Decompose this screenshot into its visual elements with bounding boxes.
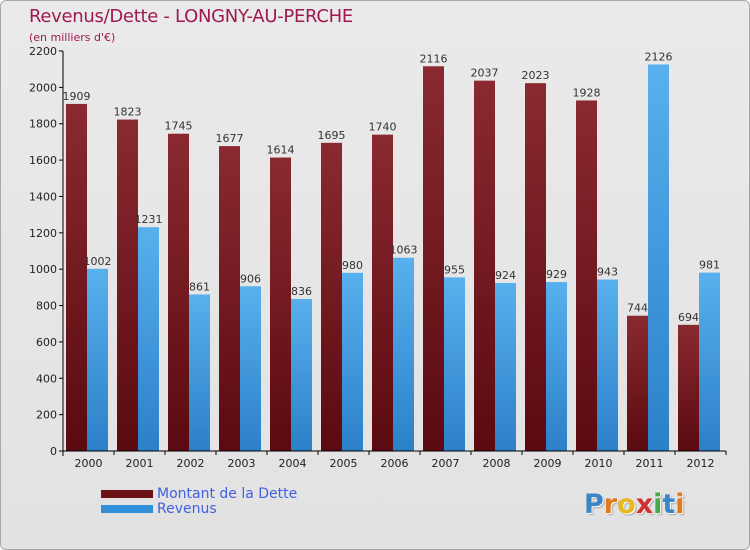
data-label-revenus: 836 — [291, 285, 312, 298]
data-label-dette: 694 — [678, 311, 699, 324]
bar-dette — [525, 83, 546, 451]
data-label-dette: 1740 — [369, 121, 397, 134]
x-tick-label: 2011 — [636, 457, 664, 470]
data-label-dette: 1745 — [165, 120, 193, 133]
data-label-dette: 2023 — [522, 69, 550, 82]
data-label-dette: 1695 — [318, 129, 346, 142]
data-label-revenus: 955 — [444, 263, 465, 276]
y-tick-label: 600 — [36, 336, 57, 349]
legend-swatch-dette — [101, 490, 153, 498]
data-label-dette: 1823 — [114, 106, 142, 119]
x-axis: 2000 2001 2002 2003 2004 2005 2006 2007 2008 2009… — [63, 450, 727, 470]
logo-letter: t — [662, 489, 676, 520]
data-label-revenus: 1002 — [84, 255, 112, 268]
x-tick-label: 2007 — [432, 457, 460, 470]
data-label-dette: 2116 — [420, 52, 448, 65]
y-axis: 0 200 400 600 800 1000 1200 1400 1600 1800 2000 220… — [29, 45, 64, 458]
bar-revenus — [648, 64, 669, 452]
y-tick-label: 2200 — [29, 45, 57, 58]
y-tick-label: 0 — [50, 445, 57, 458]
bar-dette — [627, 315, 648, 451]
bar-revenus — [393, 257, 414, 451]
legend-label-dette: Montant de la Dette — [157, 486, 298, 502]
y-tick-label: 1000 — [29, 263, 57, 276]
x-tick-label: 2002 — [177, 457, 205, 470]
data-label-revenus: 1063 — [390, 244, 418, 257]
bar-dette — [270, 157, 291, 451]
x-tick-label: 2008 — [483, 457, 511, 470]
bar-revenus — [240, 286, 261, 451]
logo-letter: i — [653, 489, 663, 520]
bar-dette — [321, 142, 342, 451]
y-tick-label: 800 — [36, 300, 57, 313]
data-label-dette: 2037 — [471, 67, 499, 80]
y-tick-label: 1800 — [29, 118, 57, 131]
data-label-revenus: 2126 — [645, 50, 673, 63]
proxiti-logo: Proxiti — [584, 489, 685, 520]
data-label-revenus: 929 — [546, 268, 567, 281]
bar-dette — [576, 100, 597, 452]
data-label-revenus: 906 — [240, 272, 261, 285]
y-tick-label: 200 — [36, 409, 57, 422]
bar-revenus — [699, 272, 720, 451]
bar-dette — [678, 324, 699, 451]
bar-revenus — [546, 282, 567, 451]
data-label-revenus: 861 — [189, 280, 210, 293]
x-tick-label: 2009 — [534, 457, 562, 470]
bar-revenus — [444, 277, 465, 451]
bar-dette — [168, 133, 189, 451]
bar-revenus — [342, 272, 363, 451]
x-tick-label: 2012 — [687, 457, 715, 470]
y-tick-label: 1400 — [29, 190, 57, 203]
bar-revenus — [291, 299, 312, 451]
y-tick-label: 1600 — [29, 154, 57, 167]
data-label-revenus: 981 — [699, 259, 720, 272]
data-label-revenus: 1231 — [135, 213, 163, 226]
bar-revenus — [87, 268, 108, 451]
bar-dette — [66, 103, 87, 451]
data-label-dette: 1677 — [216, 132, 244, 145]
legend-swatch-revenus — [101, 505, 153, 513]
data-label-revenus: 943 — [597, 266, 618, 279]
x-tick-label: 2005 — [330, 457, 358, 470]
x-tick-label: 2000 — [75, 457, 103, 470]
bar-revenus — [597, 279, 618, 451]
logo-letter: P — [584, 489, 604, 520]
y-tick-label: 2000 — [29, 81, 57, 94]
bar-dette — [474, 80, 495, 452]
x-tick-label: 2006 — [381, 457, 409, 470]
x-tick-label: 2004 — [279, 457, 307, 470]
bar-dette — [117, 119, 138, 451]
data-label-dette: 744 — [627, 302, 648, 315]
y-tick-label: 400 — [36, 372, 57, 385]
bar-dette — [372, 134, 393, 452]
bar-revenus — [138, 227, 159, 451]
data-label-dette: 1614 — [267, 144, 295, 157]
bars: 1909 1002 1823 1231 1745 861 1677 906 1614 836 169… — [63, 50, 720, 452]
bar-dette — [219, 146, 240, 451]
data-label-dette: 1909 — [63, 90, 91, 103]
data-label-dette: 1928 — [573, 86, 601, 99]
x-tick-label: 2010 — [585, 457, 613, 470]
logo-letter: i — [675, 489, 685, 520]
x-tick-label: 2003 — [228, 457, 256, 470]
bar-revenus — [495, 283, 516, 451]
y-tick-label: 1200 — [29, 227, 57, 240]
chart-title: Revenus/Dette - LONGNY-AU-PERCHE — [29, 6, 353, 27]
logo-letter: o — [617, 489, 636, 520]
data-label-revenus: 980 — [342, 259, 363, 272]
legend-label-revenus: Revenus — [157, 501, 217, 517]
data-label-revenus: 924 — [495, 269, 516, 282]
logo-letter: r — [603, 489, 618, 520]
logo-letter: x — [635, 489, 654, 520]
bar-revenus — [189, 294, 210, 451]
x-tick-label: 2001 — [126, 457, 154, 470]
bar-dette — [423, 66, 444, 451]
chart-subtitle: (en milliers d'€) — [29, 31, 116, 44]
